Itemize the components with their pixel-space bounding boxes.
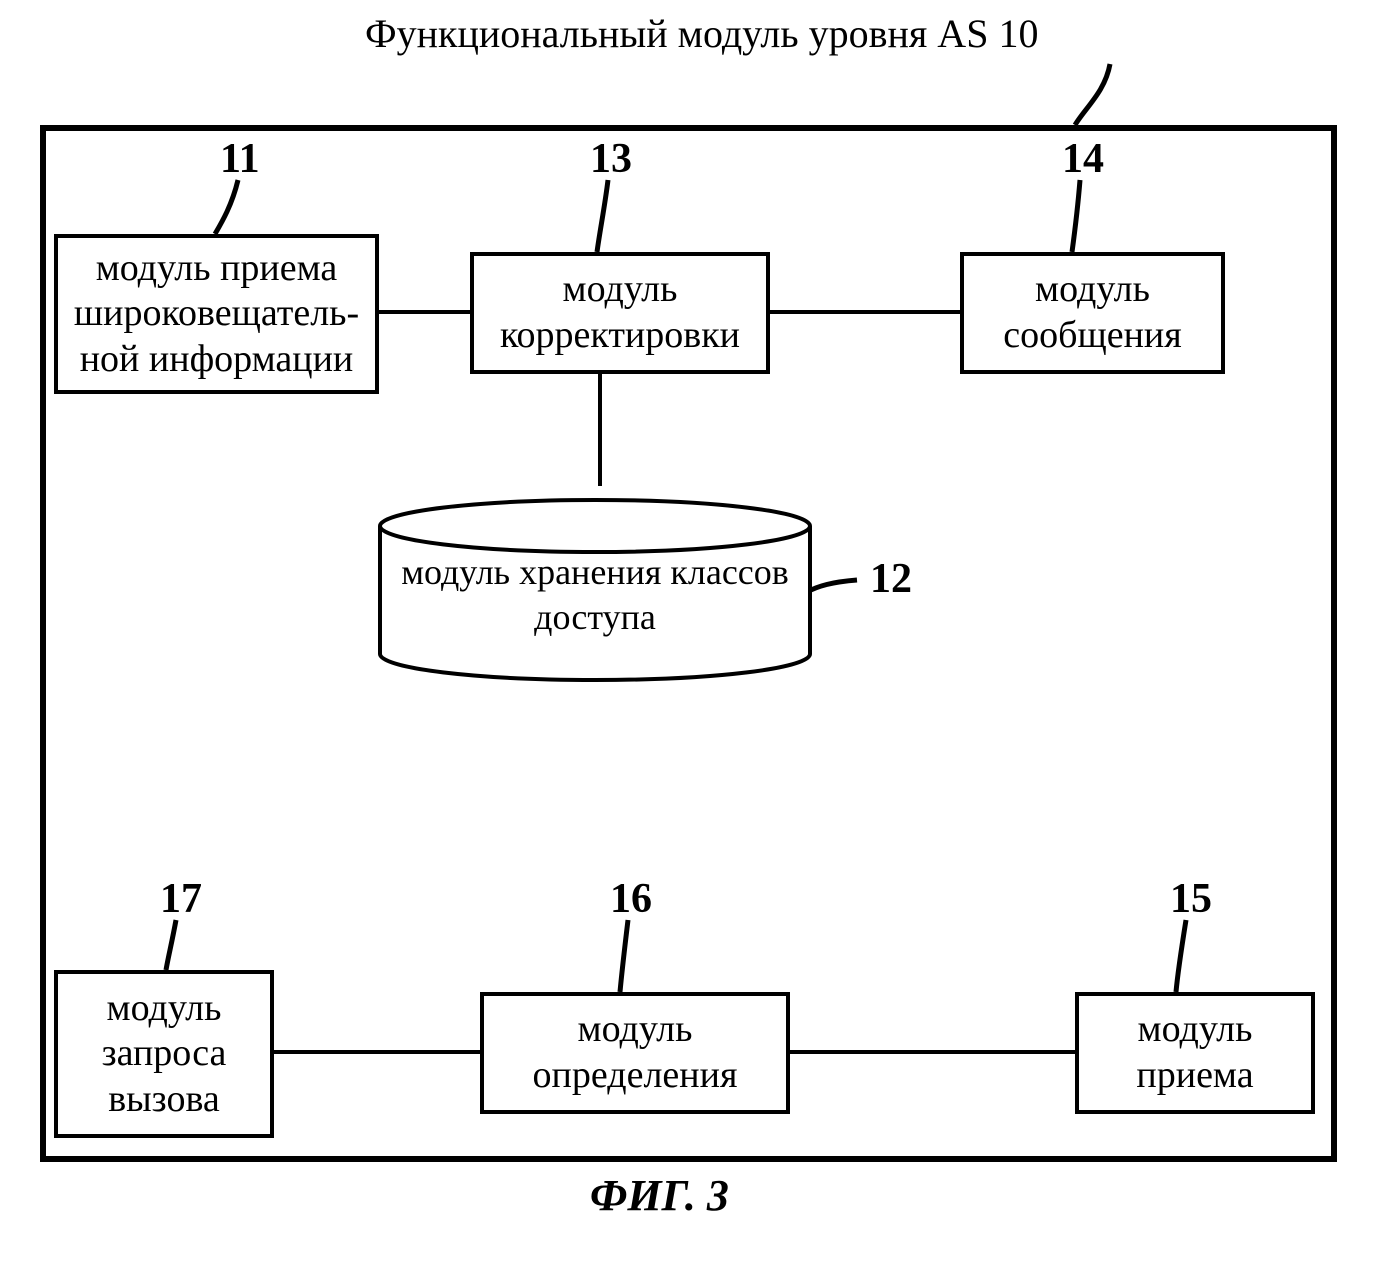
callout-13: 13	[590, 135, 632, 183]
box-11-label: модуль приема широковещатель-ной информа…	[62, 246, 371, 383]
callout-11: 11	[220, 135, 260, 183]
callout-17: 17	[160, 875, 202, 923]
figure-label: ФИГ. 3	[590, 1170, 729, 1221]
diagram-canvas: Функциональный модуль уровня AS 10 модул…	[0, 0, 1377, 1261]
box-17-label: модуль запроса вызова	[62, 986, 266, 1123]
callout-leader	[1075, 64, 1110, 125]
box-broadcast-info-receive: модуль приема широковещатель-ной информа…	[54, 234, 379, 394]
box-correction: модуль корректировки	[470, 252, 770, 374]
callout-14: 14	[1062, 135, 1104, 183]
box-14-label: модуль сообщения	[968, 267, 1217, 358]
cylinder-access-class-storage: модуль хранения классов доступа	[380, 520, 810, 670]
box-16-label: модуль определения	[488, 1007, 782, 1098]
box-call-request: модуль запроса вызова	[54, 970, 274, 1138]
cylinder-label: модуль хранения классов доступа	[380, 550, 810, 640]
box-15-label: модуль приема	[1083, 1007, 1307, 1098]
box-message: модуль сообщения	[960, 252, 1225, 374]
callout-12: 12	[870, 555, 912, 603]
box-receive: модуль приема	[1075, 992, 1315, 1114]
callout-16: 16	[610, 875, 652, 923]
box-determination: модуль определения	[480, 992, 790, 1114]
diagram-title: Функциональный модуль уровня AS 10	[365, 10, 1038, 57]
box-13-label: модуль корректировки	[478, 267, 762, 358]
callout-15: 15	[1170, 875, 1212, 923]
